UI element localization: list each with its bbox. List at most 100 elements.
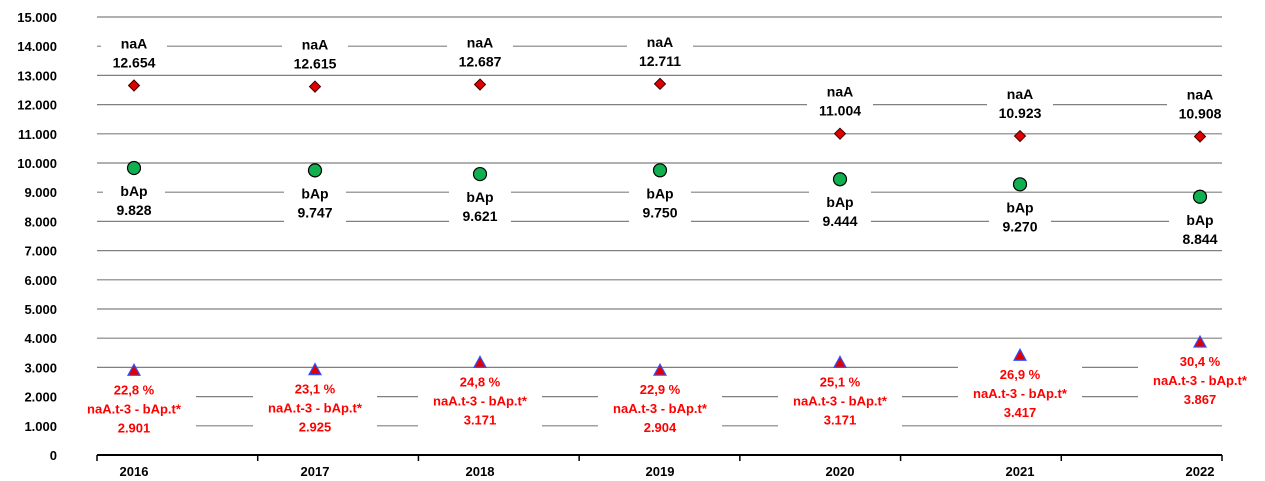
bAp-series-label: bAp	[1006, 199, 1033, 215]
naA-series-label: naA	[302, 37, 328, 53]
naA-value-label: 12.654	[113, 55, 156, 71]
bAp-value-label: 9.270	[1002, 218, 1037, 234]
naA-point	[473, 78, 487, 91]
naA-series-label: naA	[647, 34, 673, 50]
bAp-point	[472, 166, 488, 182]
difference-value-label: 3.171	[464, 412, 497, 427]
y-tick-label: 1.000	[24, 419, 57, 434]
difference-percent-label: 24,8 %	[460, 374, 501, 389]
label-background	[1169, 208, 1231, 249]
label-background	[1167, 84, 1233, 123]
difference-value-label: 3.867	[1184, 392, 1217, 407]
difference-series-label: naA.t-3 - bAp.t*	[268, 401, 363, 416]
bAp-value-label: 9.750	[642, 204, 677, 220]
difference-point	[1012, 347, 1028, 361]
difference-point	[1192, 334, 1208, 348]
bAp-value-label: 9.621	[462, 208, 497, 224]
label-background	[72, 378, 196, 439]
bAp-point	[126, 160, 142, 176]
x-tick-label: 2017	[301, 464, 330, 479]
bAp-point	[1192, 189, 1208, 204]
x-tick-label: 2016	[120, 464, 149, 479]
naA-series-label: naA	[827, 84, 853, 100]
naA-value-label: 12.615	[294, 56, 337, 72]
y-tick-label: 7.000	[24, 244, 57, 259]
difference-series-label: naA.t-3 - bAp.t*	[973, 386, 1068, 401]
label-backgrounds	[72, 31, 1262, 439]
difference-series-label: naA.t-3 - bAp.t*	[87, 401, 182, 416]
difference-value-label: 2.901	[118, 420, 151, 435]
naA-point	[833, 127, 847, 140]
naA-point	[127, 79, 141, 92]
y-tick-label: 14.000	[17, 39, 57, 54]
label-background	[809, 191, 871, 232]
difference-point	[832, 355, 848, 369]
label-background	[958, 363, 1082, 424]
label-background	[627, 31, 693, 70]
difference-percent-label: 22,8 %	[114, 382, 155, 397]
naA-series-label: naA	[1187, 86, 1213, 102]
naA-series-label: naA	[467, 35, 493, 51]
difference-percent-label: 25,1 %	[820, 374, 861, 389]
y-tick-label: 0	[50, 448, 57, 463]
y-tick-label: 6.000	[24, 273, 57, 288]
label-background	[1138, 350, 1262, 411]
bAp-point	[307, 163, 323, 178]
bAp-series-label: bAp	[301, 185, 328, 201]
label-background	[987, 84, 1053, 123]
naA-value-label: 12.687	[459, 54, 502, 70]
difference-percent-label: 30,4 %	[1180, 354, 1221, 369]
x-tick-label: 2018	[466, 464, 495, 479]
naA-value-label: 10.923	[999, 105, 1042, 121]
naA-series-label: naA	[121, 36, 147, 52]
y-tick-label: 2.000	[24, 390, 57, 405]
y-tick-label: 3.000	[24, 360, 57, 375]
label-background	[253, 377, 377, 438]
x-axis: 2016 2017 2018 2019 2020 2021 2022	[96, 454, 1223, 479]
difference-point	[126, 363, 142, 376]
label-background	[449, 186, 511, 227]
x-tick-label: 2019	[646, 464, 675, 479]
difference-point	[472, 355, 488, 369]
difference-series-label: naA.t-3 - bAp.t*	[433, 393, 528, 408]
y-tick-label: 13.000	[17, 68, 57, 83]
difference-point	[652, 362, 668, 376]
y-tick-label: 9.000	[24, 185, 57, 200]
y-tick-label: 8.000	[24, 214, 57, 229]
data-labels: naA 12.654 naA 12.615 naA 12.687 naA 12.711 naA 1…	[87, 34, 1248, 435]
difference-value-label: 3.171	[824, 412, 857, 427]
bAp-series-label: bAp	[466, 189, 493, 205]
difference-percent-label: 23,1 %	[295, 382, 336, 397]
bAp-value-label: 9.828	[116, 202, 151, 218]
naA-point	[308, 80, 322, 93]
difference-percent-label: 22,9 %	[640, 382, 681, 397]
x-tick-label: 2022	[1186, 464, 1215, 479]
bAp-series-label: bAp	[1186, 212, 1213, 228]
naA-series-label: naA	[1007, 86, 1033, 102]
difference-point	[307, 362, 323, 376]
label-background	[284, 182, 346, 223]
bAp-series-label: bAp	[120, 183, 147, 199]
bAp-point	[1012, 177, 1028, 192]
bAp-series-label: bAp	[826, 194, 853, 210]
label-background	[629, 182, 691, 223]
difference-percent-label: 26,9 %	[1000, 367, 1041, 382]
naA-point	[1193, 130, 1207, 143]
naA-point	[653, 77, 667, 91]
difference-series-label: naA.t-3 - bAp.t*	[613, 401, 708, 416]
label-background	[418, 370, 542, 431]
bAp-point	[832, 172, 848, 187]
bAp-value-label: 9.444	[822, 213, 857, 229]
y-tick-label: 15.000	[17, 10, 57, 25]
naA-value-label: 10.908	[1179, 105, 1222, 121]
difference-value-label: 2.904	[644, 420, 677, 435]
naA-value-label: 11.004	[819, 103, 861, 119]
label-background	[447, 32, 513, 71]
label-background	[101, 33, 167, 72]
y-axis: 0 1.000 2.000 3.000 4.000 5.000 6.000 7.000 8.00…	[17, 10, 57, 463]
bAp-point	[652, 163, 668, 178]
x-tick-label: 2020	[826, 464, 855, 479]
naA-point	[1013, 129, 1027, 143]
label-background	[282, 34, 348, 73]
